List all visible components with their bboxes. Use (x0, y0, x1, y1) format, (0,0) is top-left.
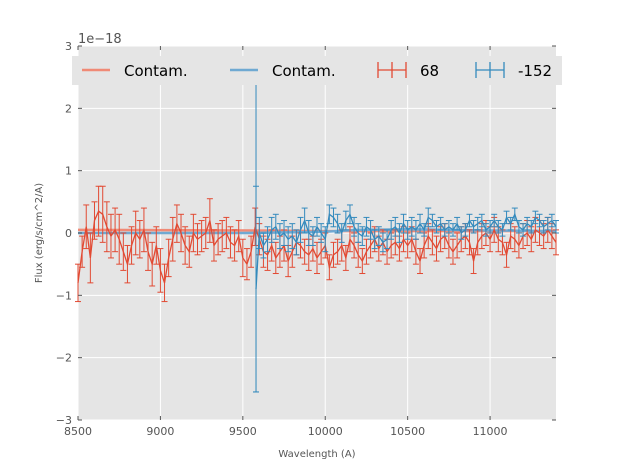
series-minus-152 (253, 185, 559, 393)
y-tick-label: 3 (65, 40, 72, 53)
x-tick-label: 10500 (390, 425, 425, 438)
x-tick-label: 8500 (64, 425, 92, 438)
legend-label: -152 (518, 62, 552, 80)
x-tick-label: 9500 (229, 425, 257, 438)
legend-label: Contam. (272, 62, 336, 80)
legend-label: Contam. (124, 62, 188, 80)
legend: Contam. Contam. 68 -152 (72, 56, 562, 85)
x-tick-label: 10000 (308, 425, 343, 438)
legend-label: 68 (420, 62, 439, 80)
y-axis-label: Flux (erg/s/cm^2/A) (34, 183, 45, 283)
y-tick-label: −1 (56, 289, 72, 302)
series-minus-152-line (255, 212, 557, 290)
y-tick-label: 2 (65, 102, 72, 115)
y-tick-label: −3 (56, 414, 72, 427)
y-tick-label: −2 (56, 352, 72, 365)
y-offset-label: 1e−18 (78, 32, 122, 47)
x-tick-label: 11000 (473, 425, 508, 438)
outlier-errorbar (253, 83, 260, 393)
x-tick-label: 9000 (146, 425, 174, 438)
y-tick-label: 1 (65, 165, 72, 178)
y-tick-label: 0 (65, 227, 72, 240)
x-axis-label: Wavelength (A) (278, 449, 355, 460)
axis-ticks: 8500 9000 9500 10000 10500 11000 −3 −2 −1 0 1 2 3 (56, 40, 556, 438)
